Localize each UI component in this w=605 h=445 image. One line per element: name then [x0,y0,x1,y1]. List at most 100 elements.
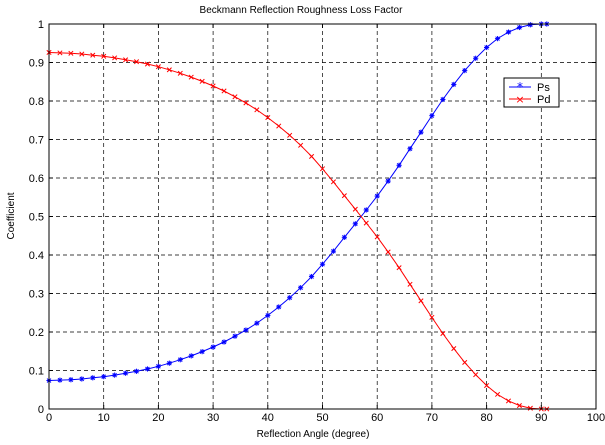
data-point-ps [232,333,238,339]
data-point-pd [374,234,380,240]
data-point-pd [112,55,118,61]
data-point-ps [319,261,326,267]
data-point-pd [68,50,74,56]
y-tick-label: 1 [38,19,44,31]
data-point-pd [254,107,260,113]
data-point-ps [57,377,63,383]
data-point-ps [451,81,457,88]
data-point-ps [374,193,380,199]
data-point-pd [243,100,249,106]
legend-box [503,77,560,108]
data-point-ps [254,320,260,326]
data-point-pd [363,220,369,226]
legend-label-ps: Ps [537,82,550,94]
data-point-ps [210,344,216,350]
y-tick-label: 0 [38,404,44,416]
data-point-pd [210,83,216,89]
y-tick-label: 0.9 [29,58,44,70]
data-point-ps [243,327,249,333]
y-tick-label: 0.8 [29,96,44,108]
data-point-pd [199,78,205,84]
data-point-pd [385,249,391,255]
data-point-pd [265,115,271,121]
y-tick-label: 0.5 [29,212,44,224]
data-point-pd [429,314,435,320]
data-point-pd [484,382,490,389]
data-point-pd [407,281,413,287]
data-point-ps [265,312,271,319]
data-point-pd [418,298,424,304]
data-point-pd [298,142,304,148]
data-point-pd [451,346,457,352]
data-point-pd [221,88,227,94]
x-tick-label: 30 [207,412,219,424]
data-point-ps [396,162,402,168]
data-point-pd [90,52,96,58]
data-point-ps [221,339,227,345]
data-point-pd [57,50,63,56]
data-point-ps [188,353,194,359]
y-tick-label: 0.3 [29,289,44,301]
data-point-ps [505,29,512,35]
data-point-ps [494,36,501,42]
y-tick-label: 0.2 [29,327,44,339]
data-point-ps [101,374,107,380]
data-point-pd [133,59,140,65]
data-point-pd [505,398,512,404]
x-tick-label: 40 [262,412,274,424]
data-point-pd [144,61,151,67]
data-point-pd [516,402,522,409]
data-point-ps [484,44,490,51]
data-point-ps [418,129,424,135]
x-tick-label: 0 [46,412,52,424]
data-point-pd [232,94,238,100]
data-point-pd [330,179,336,185]
data-point-pd [352,206,358,212]
data-point-pd [101,53,107,59]
data-point-pd [155,64,161,70]
x-tick-label: 20 [152,412,164,424]
data-point-pd [287,132,293,138]
legend-label-pd: Pd [537,94,550,106]
series-layer [46,21,550,412]
data-point-pd [396,265,402,271]
data-point-pd [79,51,85,57]
data-point-pd [166,67,172,73]
data-point-ps [363,207,369,213]
data-point-ps [473,55,479,61]
data-point-pd [462,359,468,365]
data-point-ps [407,146,413,152]
data-point-ps [122,370,129,376]
x-tick-label: 90 [535,412,547,424]
y-tick-label: 0.7 [29,135,44,147]
data-point-pd [473,372,479,378]
x-tick-label: 100 [587,412,605,424]
legend-marker-ps: * [517,80,523,94]
data-point-ps [352,221,358,227]
data-point-ps [527,22,533,28]
legend: * Ps × Pd [503,77,560,108]
data-point-pd [177,70,183,76]
data-point-ps [166,360,172,366]
data-point-pd [188,74,194,80]
data-point-pd [440,330,446,337]
data-point-ps [440,96,446,103]
x-tick-label: 10 [98,412,110,424]
data-point-pd [319,166,326,172]
data-point-ps [462,67,468,74]
data-point-ps [79,376,85,382]
data-point-pd [276,123,282,129]
data-point-ps [385,178,391,184]
data-point-ps [155,363,161,369]
x-tick-label: 70 [426,412,438,424]
x-axis-title: Reflection Angle (degree) [257,429,370,440]
data-point-pd [494,391,501,397]
data-point-ps [341,234,347,240]
chart-title: Beckmann Reflection Roughness Loss Facto… [200,5,404,16]
data-point-ps [68,377,74,383]
data-point-ps [199,349,205,355]
grid [49,24,596,409]
data-point-ps [144,366,151,372]
data-point-ps [133,368,140,374]
